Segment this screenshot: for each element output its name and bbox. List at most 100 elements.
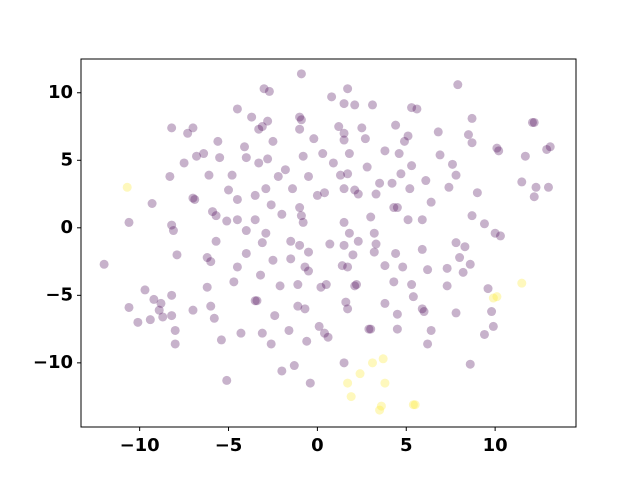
point: [394, 149, 404, 159]
point: [261, 228, 271, 238]
point: [396, 169, 406, 179]
point: [343, 169, 353, 179]
point: [188, 305, 198, 315]
point: [341, 297, 351, 307]
point: [167, 220, 177, 230]
point: [357, 123, 367, 133]
point: [527, 117, 537, 127]
point: [421, 176, 431, 186]
point: [124, 302, 134, 312]
point: [366, 212, 376, 222]
point: [206, 257, 216, 267]
point: [241, 153, 251, 163]
point: [451, 170, 461, 180]
point: [179, 158, 189, 168]
point: [391, 120, 401, 130]
point: [289, 361, 299, 371]
point: [314, 321, 324, 331]
point: [140, 285, 150, 295]
point: [447, 159, 457, 169]
point: [320, 188, 330, 198]
point: [149, 294, 159, 304]
point: [403, 215, 413, 225]
point: [298, 217, 308, 227]
point: [202, 282, 212, 292]
point: [389, 277, 399, 287]
point: [211, 211, 221, 221]
point: [261, 184, 271, 194]
point: [362, 162, 372, 172]
point: [167, 123, 177, 133]
point: [268, 136, 278, 146]
point: [257, 122, 267, 132]
point: [375, 178, 385, 188]
point: [183, 128, 193, 138]
point: [419, 307, 429, 317]
point: [355, 369, 365, 379]
point: [403, 131, 413, 141]
point: [323, 332, 333, 342]
point: [545, 142, 555, 152]
point: [222, 216, 232, 226]
x-tick-label: 10: [483, 435, 508, 456]
point: [488, 293, 498, 303]
point: [295, 124, 305, 134]
point: [334, 122, 344, 132]
point: [472, 188, 482, 198]
point: [172, 250, 182, 260]
point: [417, 244, 427, 254]
point: [170, 339, 180, 349]
point: [295, 240, 305, 250]
point: [492, 292, 502, 302]
point: [339, 135, 349, 145]
x-tick-label: 5: [400, 435, 413, 456]
y-tick-label: −5: [45, 284, 73, 305]
point: [208, 207, 218, 217]
point: [465, 259, 475, 269]
point: [364, 324, 374, 334]
point: [124, 217, 134, 227]
point: [423, 339, 433, 349]
point: [192, 151, 202, 161]
point: [232, 104, 242, 114]
point: [408, 292, 418, 302]
point: [273, 171, 283, 181]
point: [300, 262, 310, 272]
point: [254, 158, 264, 168]
point: [316, 282, 326, 292]
point: [367, 100, 377, 110]
point: [277, 366, 287, 376]
point: [145, 315, 155, 325]
point: [405, 184, 415, 194]
point: [442, 281, 452, 291]
point: [344, 228, 354, 238]
point: [479, 219, 489, 229]
point: [277, 209, 287, 219]
point: [284, 325, 294, 335]
point: [240, 142, 250, 152]
point: [222, 375, 232, 385]
point: [339, 99, 349, 109]
point: [165, 171, 175, 181]
point: [147, 198, 157, 208]
point: [353, 236, 363, 246]
point: [250, 215, 260, 225]
point: [392, 203, 402, 213]
point: [376, 401, 386, 411]
point: [300, 304, 310, 314]
point: [158, 312, 168, 322]
point: [266, 200, 276, 210]
point: [366, 324, 376, 334]
point: [350, 100, 360, 110]
point: [367, 358, 377, 368]
point: [241, 248, 251, 258]
point: [202, 253, 212, 263]
point: [154, 305, 164, 315]
point: [380, 378, 390, 388]
point: [280, 165, 290, 175]
point: [133, 317, 143, 327]
point: [378, 354, 388, 364]
point: [328, 158, 338, 168]
point: [170, 325, 180, 335]
point: [211, 236, 221, 246]
